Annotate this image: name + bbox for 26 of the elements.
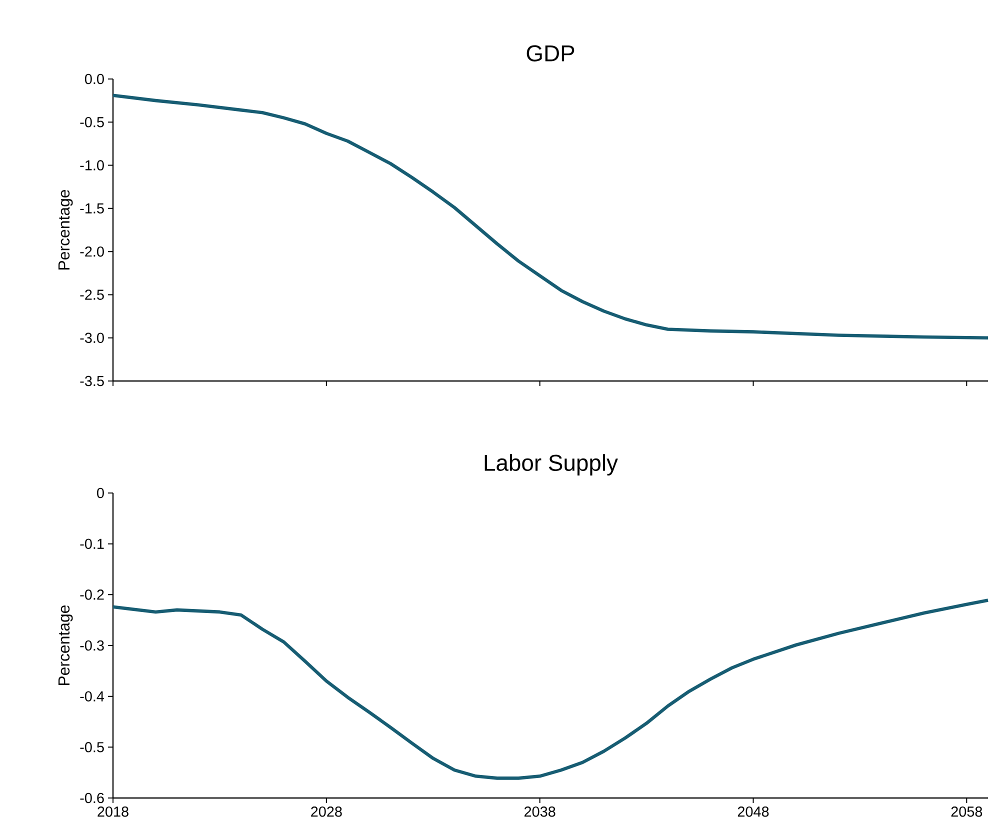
- y-tick-label: -0.2: [80, 590, 104, 600]
- chart-title: Labor Supply: [484, 454, 618, 476]
- x-tick-label: 2048: [738, 806, 769, 817]
- y-tick-label: -0.5: [80, 742, 104, 752]
- y-tick-label: -0.6: [80, 792, 104, 804]
- y-tick-label: -0.5: [80, 117, 104, 128]
- y-tick-label: -1.0: [80, 160, 104, 170]
- y-axis-title: Percentage: [58, 190, 73, 270]
- y-tick-label: 0: [97, 488, 104, 498]
- line-series: [111, 94, 990, 340]
- y-tick-label: -2.5: [80, 290, 104, 300]
- line-series: [111, 598, 990, 780]
- x-tick-label: 2028: [311, 806, 342, 817]
- x-tick-label: 2038: [524, 806, 556, 817]
- y-axis-title: Percentage: [58, 605, 73, 685]
- chart-title: GDP: [526, 45, 574, 62]
- y-tick-label: -0.1: [80, 538, 104, 549]
- x-tick-label: 2058: [951, 806, 982, 817]
- y-tick-label: -3.5: [80, 376, 104, 386]
- y-tick-label: -2.0: [80, 246, 104, 257]
- y-tick-label: 0.0: [84, 74, 104, 84]
- y-tick-label: -1.5: [80, 203, 104, 214]
- y-tick-label: -0.4: [80, 691, 104, 702]
- y-tick-label: -3.0: [80, 332, 104, 343]
- y-tick-label: -0.3: [80, 640, 104, 651]
- x-tick-label: 2018: [98, 806, 128, 817]
